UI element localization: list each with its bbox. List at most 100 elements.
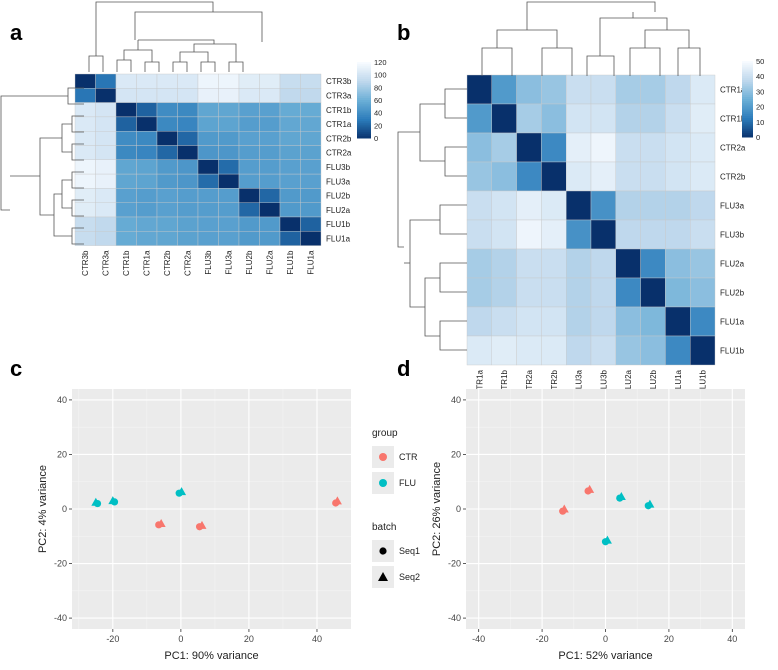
heatmap-cell: [218, 173, 240, 189]
col-dendro-link: [193, 43, 237, 62]
legend-flu-swatch: [379, 479, 387, 487]
heatmap-cell: [491, 277, 517, 308]
heatmap-cell: [95, 130, 117, 146]
heatmap-cell: [259, 102, 281, 118]
heatmap-a-colorbar: 0 20 40 60 80 100 120: [357, 58, 387, 143]
y-tick-label: 0: [456, 504, 461, 514]
heatmap-cell: [665, 335, 691, 366]
colorbar-tick-label: 40: [374, 109, 382, 118]
row-dendro-link: [39, 137, 62, 216]
heatmap-cell: [466, 219, 492, 250]
heatmap-cell: [95, 231, 117, 246]
heatmap-cell: [300, 130, 322, 146]
colorbar-segment: [742, 106, 753, 109]
heatmap-col-label: FLU2b: [649, 369, 658, 394]
heatmap-cell: [466, 132, 492, 163]
colorbar-segment: [742, 104, 753, 108]
colorbar-segment: [357, 101, 371, 105]
colorbar-tick-label: 30: [756, 87, 764, 96]
heatmap-cell: [136, 188, 158, 203]
colorbar-segment: [357, 130, 371, 133]
heatmap-cell: [95, 116, 117, 132]
col-dendro-link: [138, 39, 215, 44]
col-dendro-link: [629, 47, 661, 76]
heatmap-col-label: FLU2a: [266, 250, 275, 275]
heatmap-cell: [566, 74, 592, 105]
panel-label-c: c: [10, 356, 22, 381]
heatmap-cell: [259, 173, 281, 189]
colorbar-segment: [742, 110, 753, 113]
heatmap-cell: [74, 116, 96, 132]
colorbar-tick-label: 0: [374, 134, 378, 143]
heatmap-cell: [615, 248, 641, 279]
heatmap-cell: [300, 173, 322, 189]
heatmap-row-label: CTR3b: [326, 77, 352, 86]
col-dendro-link: [228, 61, 244, 72]
heatmap-cell: [541, 306, 567, 337]
heatmap-cell: [541, 132, 567, 163]
y-axis-title: PC2: 4% variance: [37, 465, 49, 553]
heatmap-cell: [279, 145, 301, 161]
legend-batch-title: batch: [372, 522, 396, 533]
y-tick-label: -40: [54, 613, 67, 623]
data-point-triangle: [585, 484, 595, 493]
heatmap-cell: [491, 190, 517, 221]
heatmap-row-label: CTR2b: [720, 173, 746, 182]
heatmap-cell: [238, 231, 260, 246]
heatmap-row-label: CTR1a: [326, 120, 352, 129]
col-dendro-link: [213, 11, 263, 42]
heatmap-cell: [197, 88, 219, 103]
panel-label-d: d: [397, 356, 410, 381]
colorbar-tick-label: 20: [374, 121, 382, 130]
colorbar-segment: [357, 132, 371, 135]
heatmap-cell: [259, 159, 281, 175]
y-tick-label: 0: [62, 504, 67, 514]
heatmap-cell: [197, 202, 219, 218]
colorbar-segment: [742, 83, 753, 87]
heatmap-cell: [115, 188, 137, 203]
heatmap-cell: [177, 173, 199, 189]
col-dendro-link: [586, 55, 615, 76]
colorbar-segment: [742, 127, 753, 130]
colorbar-segment: [357, 86, 371, 90]
col-dendro-link: [179, 51, 209, 62]
heatmap-cell: [690, 306, 716, 337]
heatmap-cell: [491, 248, 517, 279]
colorbar-segment: [742, 66, 753, 70]
colorbar-segment: [357, 92, 371, 95]
heatmap-cell: [665, 248, 691, 279]
heatmap-cell: [74, 145, 96, 161]
colorbar-tick-label: 40: [756, 72, 764, 81]
heatmap-col-label: FLU2a: [624, 369, 633, 394]
heatmap-cell: [491, 219, 517, 250]
colorbar-segment: [742, 70, 753, 73]
colorbar-tick-label: 100: [374, 71, 387, 80]
row-dendro-link: [439, 262, 467, 293]
col-dendro-link: [95, 1, 214, 56]
row-dendro-link: [53, 193, 72, 237]
colorbar-segment: [357, 126, 371, 129]
legend-ctr-swatch: [379, 453, 387, 461]
colorbar-segment: [742, 74, 753, 77]
heatmap-cell: [466, 190, 492, 221]
colorbar-segment: [357, 77, 371, 80]
heatmap-row-label: FLU3a: [326, 177, 351, 186]
heatmap-cell: [115, 145, 137, 161]
colorbar-tick-label: 120: [374, 58, 387, 67]
colorbar-segment: [357, 107, 371, 110]
row-dendro-link: [61, 123, 72, 153]
heatmap-cell: [491, 335, 517, 366]
heatmap-cell: [300, 188, 322, 203]
colorbar-segment: [742, 61, 753, 64]
heatmap-cell: [218, 188, 240, 203]
heatmap-cell: [218, 231, 240, 246]
heatmap-cell: [197, 188, 219, 203]
colorbar-tick-label: 20: [756, 103, 764, 112]
heatmap-cell: [300, 116, 322, 132]
row-dendro-link: [397, 131, 420, 248]
heatmap-cell: [115, 216, 137, 232]
colorbar-segment: [357, 84, 371, 88]
heatmap-cell: [279, 231, 301, 246]
heatmap-cell: [156, 116, 178, 132]
heatmap-cell: [615, 190, 641, 221]
